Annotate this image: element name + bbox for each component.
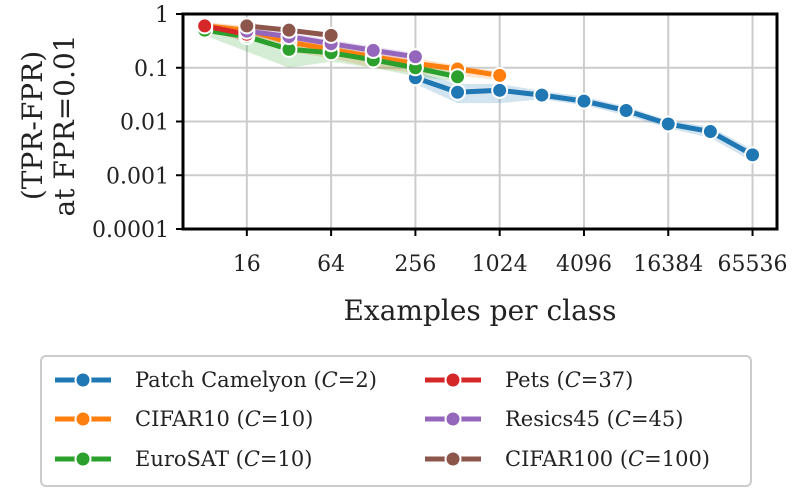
point-resics45-c-45 xyxy=(364,41,382,59)
series-points xyxy=(196,17,762,164)
legend-label-patch-camelyon-c-2: Patch Camelyon (C=2) xyxy=(135,368,377,392)
point-patch-camelyon-c-2 xyxy=(533,86,551,104)
point-patch-camelyon-c-2 xyxy=(617,102,635,120)
point-pets-c-37 xyxy=(196,17,214,35)
point-cifar10-c-10 xyxy=(491,66,509,84)
point-patch-camelyon-c-2 xyxy=(659,115,677,133)
y-tick-label: 1 xyxy=(155,3,169,28)
x-tick-label: 1024 xyxy=(472,252,528,277)
legend-label-cifar10-c-10: CIFAR10 (C=10) xyxy=(135,407,313,431)
point-cifar100-c-100 xyxy=(280,21,298,39)
y-axis-label-line: (TPR-FPR) xyxy=(16,51,49,200)
y-tick-label: 0.0001 xyxy=(92,218,169,243)
legend-label-resics45-c-45: Resics45 (C=45) xyxy=(505,407,683,431)
x-tick-label: 4096 xyxy=(556,252,612,277)
legend-marker-pets-c-37 xyxy=(444,371,462,389)
x-tick-label: 65536 xyxy=(718,252,788,277)
legend-marker-cifar100-c-100 xyxy=(444,450,462,468)
point-eurosat-c-10 xyxy=(449,68,467,86)
y-tick-label: 0.1 xyxy=(134,57,169,82)
point-patch-camelyon-c-2 xyxy=(491,81,509,99)
legend-marker-eurosat-c-10 xyxy=(74,450,92,468)
point-patch-camelyon-c-2 xyxy=(744,146,762,164)
y-tick-label: 0.001 xyxy=(106,164,169,189)
point-cifar100-c-100 xyxy=(238,17,256,35)
y-axis-label: (TPR-FPR)at FPR=0.01 xyxy=(16,35,81,217)
legend-box xyxy=(40,355,752,487)
legend-label-pets-c-37: Pets (C=37) xyxy=(505,368,633,392)
x-ticks: 16 64 256 1024 4096 16384 65536 xyxy=(233,229,788,277)
point-patch-camelyon-c-2 xyxy=(575,92,593,110)
point-patch-camelyon-c-2 xyxy=(449,83,467,101)
y-tick-label: 0.01 xyxy=(120,111,169,136)
x-tick-label: 16 xyxy=(233,252,261,277)
legend-marker-cifar10-c-10 xyxy=(74,410,92,428)
y-axis-label-line: at FPR=0.01 xyxy=(48,35,81,217)
x-axis-label: Examples per class xyxy=(343,294,616,327)
point-cifar100-c-100 xyxy=(322,26,340,44)
y-ticks: 1 0.1 0.01 0.001 0.0001 xyxy=(92,3,183,243)
legend-label-cifar100-c-100: CIFAR100 (C=100) xyxy=(505,447,710,471)
legend: Patch Camelyon (C=2) CIFAR10 (C=10) EuroSA… xyxy=(40,355,752,487)
legend-marker-resics45-c-45 xyxy=(444,410,462,428)
legend-label-eurosat-c-10: EuroSAT (C=10) xyxy=(135,447,312,471)
x-tick-label: 64 xyxy=(317,252,345,277)
x-tick-label: 256 xyxy=(394,252,436,277)
x-tick-label: 16384 xyxy=(633,252,703,277)
legend-marker-patch-camelyon-c-2 xyxy=(74,371,92,389)
point-patch-camelyon-c-2 xyxy=(701,123,719,141)
point-resics45-c-45 xyxy=(406,48,424,66)
